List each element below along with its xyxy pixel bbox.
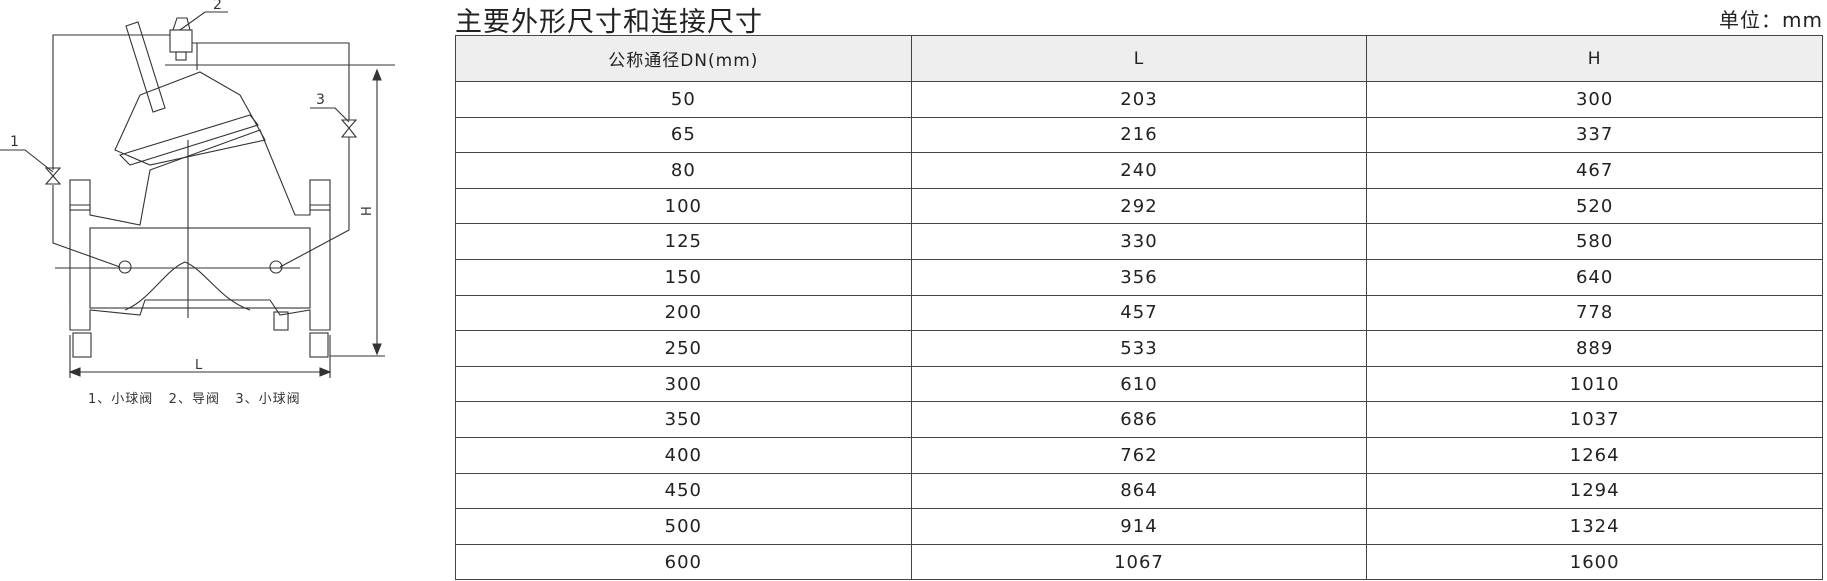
cell-h: 889 (1366, 330, 1823, 367)
cell-h: 1294 (1366, 472, 1823, 510)
valve-drawing: 1 3 2 H L (0, 0, 395, 378)
cell-h: 1037 (1366, 401, 1823, 438)
dimension-l-label: L (195, 358, 203, 373)
cell-dn: 50 (455, 81, 912, 118)
cell-dn: 150 (455, 258, 912, 296)
callout-3: 3 (316, 92, 325, 108)
cell-dn: 125 (455, 223, 912, 260)
table-row: 350 686 1037 (455, 401, 1823, 438)
table-header-row: 公称通径DN(mm) L H (455, 35, 1823, 82)
cell-l: 1067 (910, 543, 1368, 581)
cell-dn: 300 (455, 365, 912, 403)
cell-l: 914 (910, 508, 1368, 545)
cell-h: 1324 (1366, 508, 1823, 545)
page-title: 主要外形尺寸和连接尺寸 (455, 7, 763, 38)
cell-l: 203 (910, 81, 1368, 118)
drawing-caption: 1、小球阀 2、导阀 3、小球阀 (88, 392, 301, 407)
table-row: 100 292 520 (455, 187, 1823, 225)
table-row: 200 457 778 (455, 294, 1823, 332)
header-h: H (1366, 35, 1823, 82)
cell-l: 240 (910, 152, 1368, 189)
cell-dn: 350 (455, 401, 912, 438)
dimension-table: 公称通径DN(mm) L H 50 203 300 65 216 337 80 240 467 1… (455, 35, 1823, 581)
callout-2: 2 (213, 0, 222, 13)
cell-l: 216 (910, 116, 1368, 154)
cell-dn: 450 (455, 472, 912, 510)
table-row: 65 216 337 (455, 116, 1823, 154)
cell-h: 1264 (1366, 436, 1823, 474)
cell-l: 356 (910, 258, 1368, 296)
cell-h: 1010 (1366, 365, 1823, 403)
cell-h: 778 (1366, 294, 1823, 332)
cell-l: 610 (910, 365, 1368, 403)
header-l: L (910, 35, 1368, 82)
cell-h: 520 (1366, 187, 1823, 225)
cell-h: 467 (1366, 152, 1823, 189)
cell-dn: 200 (455, 294, 912, 332)
table-row: 80 240 467 (455, 152, 1823, 189)
cell-dn: 100 (455, 187, 912, 225)
cell-l: 762 (910, 436, 1368, 474)
cell-dn: 80 (455, 152, 912, 189)
cell-dn: 65 (455, 116, 912, 154)
dimension-h-label: H (360, 206, 375, 216)
unit-label: 单位：mm (1719, 8, 1823, 32)
table-row: 600 1067 1600 (455, 543, 1823, 581)
cell-l: 686 (910, 401, 1368, 438)
table-row: 500 914 1324 (455, 508, 1823, 545)
cell-dn: 250 (455, 330, 912, 367)
callout-1: 1 (10, 134, 19, 150)
cell-l: 457 (910, 294, 1368, 332)
header-dn: 公称通径DN(mm) (455, 35, 912, 82)
table-row: 150 356 640 (455, 258, 1823, 296)
table-row: 250 533 889 (455, 330, 1823, 367)
cell-h: 640 (1366, 258, 1823, 296)
cell-dn: 600 (455, 543, 912, 581)
cell-h: 300 (1366, 81, 1823, 118)
cell-dn: 400 (455, 436, 912, 474)
table-row: 400 762 1264 (455, 436, 1823, 474)
cell-h: 1600 (1366, 543, 1823, 581)
cell-l: 864 (910, 472, 1368, 510)
table-row: 300 610 1010 (455, 365, 1823, 403)
cell-dn: 500 (455, 508, 912, 545)
cell-h: 580 (1366, 223, 1823, 260)
cell-h: 337 (1366, 116, 1823, 154)
cell-l: 292 (910, 187, 1368, 225)
table-row: 125 330 580 (455, 223, 1823, 260)
table-row: 50 203 300 (455, 81, 1823, 118)
table-row: 450 864 1294 (455, 472, 1823, 510)
cell-l: 533 (910, 330, 1368, 367)
cell-l: 330 (910, 223, 1368, 260)
